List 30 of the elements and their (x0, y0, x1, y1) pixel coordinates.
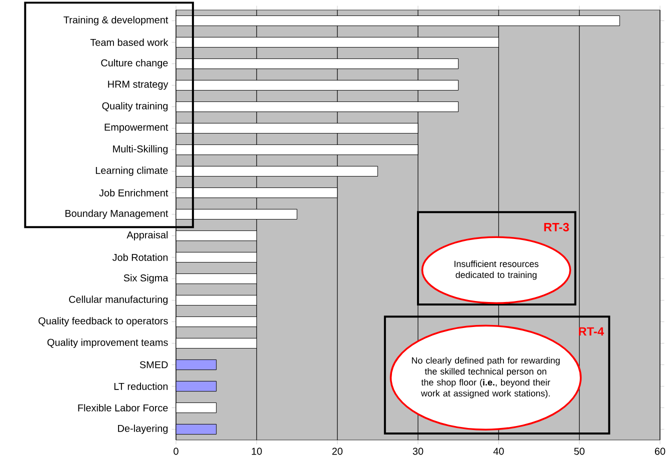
y-tick-label: Appraisal (126, 231, 168, 240)
y-tick-label: Culture change (101, 59, 168, 68)
annotation: No clearly defined path for rewarding the skilled technical person on the shop floor (i.e., beyond their work at assigned work stations). (412, 357, 560, 398)
y-tick-label: Multi-Skilling (113, 145, 168, 154)
y-tick-label: HRM strategy (108, 80, 168, 90)
y-tick-label: Learning climate (96, 166, 168, 176)
y-tick-label: Flexible Labor Force (78, 404, 168, 412)
y-tick-label: Training & development (64, 16, 168, 26)
x-tick-label: 60 (654, 448, 666, 455)
x-tick-label: 0 (174, 448, 178, 455)
x-tick-label: 20 (332, 448, 342, 455)
y-tick-label: Quality improvement teams (47, 338, 168, 348)
y-tick-label: Quality feedback to operators (38, 317, 168, 326)
y-tick-label: LT reduction (114, 382, 168, 390)
y-tick-label: Boundary Management (65, 210, 168, 219)
y-tick-label: SMED (140, 361, 168, 368)
y-tick-label: Job Rotation (112, 254, 168, 261)
y-tick-label: Cellular manufacturing (69, 296, 168, 305)
x-tick-label: 30 (412, 448, 424, 455)
y-tick-label: Job Enrichment (99, 189, 168, 196)
x-tick-label: 10 (252, 448, 262, 455)
x-tick-label: 50 (574, 448, 584, 455)
annotation: Insufficient resources dedicated to training (454, 260, 538, 280)
y-tick-label: Team based work (90, 38, 168, 46)
annotation: RT-3 (544, 222, 569, 232)
y-tick-label: Empowerment (104, 124, 168, 133)
x-tick-label: 40 (493, 448, 504, 455)
y-tick-label: Quality training (102, 102, 168, 112)
y-tick-label: De-layering (118, 424, 168, 434)
y-tick-label: Six Sigma (124, 274, 168, 284)
